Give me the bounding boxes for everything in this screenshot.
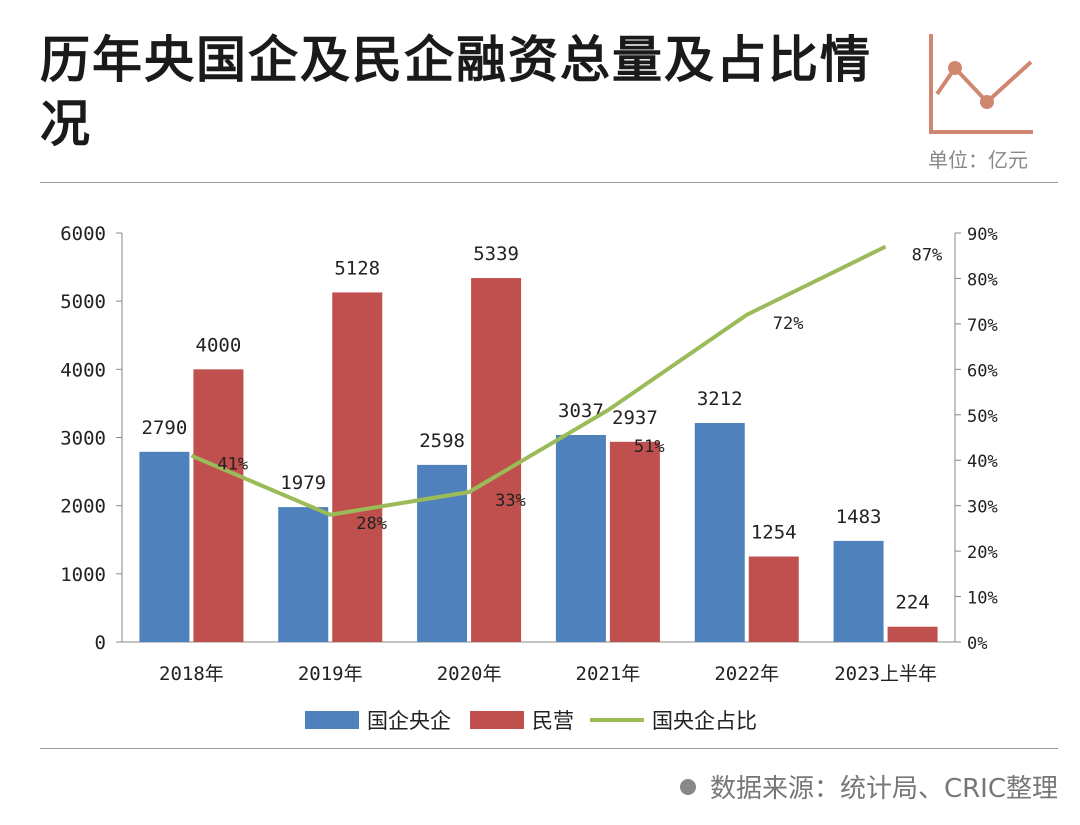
y2-tick-label: 80% <box>967 270 998 290</box>
bar-private <box>609 441 660 642</box>
y2-tick-label: 50% <box>967 407 998 427</box>
y2-tick-label: 70% <box>967 316 998 336</box>
y2-tick-label: 30% <box>967 498 998 518</box>
y2-tick-label: 90% <box>967 225 998 245</box>
x-tick-label: 2021年 <box>576 663 641 685</box>
ratio-label: 51% <box>634 437 665 457</box>
x-tick-label: 2023上半年 <box>834 663 937 685</box>
y2-tick-label: 10% <box>967 589 998 609</box>
bar-soe <box>694 423 745 642</box>
legend-label-soe: 国企央企 <box>367 709 451 733</box>
y-tick-label: 3000 <box>60 428 106 450</box>
ratio-line <box>190 244 887 517</box>
bar-soe-label: 1979 <box>280 472 326 494</box>
bar-soe <box>417 464 468 642</box>
y2-tick-label: 0% <box>967 634 987 654</box>
bar-soe <box>278 507 329 642</box>
y-tick-label: 4000 <box>60 359 106 381</box>
bar-private <box>887 626 938 642</box>
bar-private <box>193 369 244 642</box>
bar-private-label: 1254 <box>751 522 797 544</box>
ratio-label: 41% <box>217 455 248 475</box>
divider <box>40 748 1058 749</box>
bar-private-label: 5128 <box>334 257 380 279</box>
line-chart-icon <box>929 34 1033 134</box>
bar-private <box>332 292 383 642</box>
ratio-label: 33% <box>495 491 526 511</box>
bar-private-label: 2937 <box>612 407 658 429</box>
legend-label-ratio: 国央企占比 <box>652 709 757 733</box>
y-tick-label: 5000 <box>60 291 106 313</box>
bar-soe-label: 2598 <box>419 430 465 452</box>
bar-soe-label: 2790 <box>142 417 188 439</box>
y-tick-label: 6000 <box>60 223 106 245</box>
legend-swatch-soe <box>305 711 359 729</box>
x-tick-label: 2018年 <box>159 663 224 685</box>
bar-soe <box>555 434 606 642</box>
y-tick-label: 1000 <box>60 564 106 586</box>
source-text: 数据来源：统计局、CRIC整理 <box>709 774 1058 804</box>
bar-private <box>471 278 522 642</box>
x-tick-label: 2019年 <box>298 663 363 685</box>
unit-label: 单位：亿元 <box>928 148 1028 172</box>
ratio-label: 72% <box>773 314 804 334</box>
bar-soe <box>139 451 190 642</box>
ratio-label: 28% <box>356 514 387 534</box>
divider <box>40 182 1058 183</box>
bar-soe-label: 3037 <box>558 400 604 422</box>
bar-private-label: 224 <box>895 592 929 614</box>
y2-tick-label: 20% <box>967 543 998 563</box>
y-tick-label: 0 <box>95 632 106 654</box>
x-tick-label: 2022年 <box>714 663 779 685</box>
bar-private-label: 4000 <box>196 334 242 356</box>
bullet-icon <box>679 779 696 795</box>
bar-soe-label: 1483 <box>836 506 882 528</box>
y-tick-label: 2000 <box>60 496 106 518</box>
legend-swatch-private <box>470 711 524 729</box>
bar-soe <box>833 540 884 642</box>
y2-tick-label: 40% <box>967 452 998 472</box>
source-note: 数据来源：统计局、CRIC整理 <box>679 768 1058 805</box>
bar-private-label: 5339 <box>473 243 519 265</box>
x-tick-label: 2020年 <box>437 663 502 685</box>
chart: 0 1000 2000 3000 4000 5000 6000 0% 10% 20% 30% 40% 5… <box>60 223 998 733</box>
y2-tick-label: 60% <box>967 361 998 381</box>
bar-private <box>748 556 799 642</box>
page-title: 历年央国企及民企融资总量及占比情况 <box>40 31 872 153</box>
ratio-label: 87% <box>912 246 943 266</box>
bar-soe-label: 3212 <box>697 388 743 410</box>
legend-label-private: 民营 <box>532 709 574 733</box>
